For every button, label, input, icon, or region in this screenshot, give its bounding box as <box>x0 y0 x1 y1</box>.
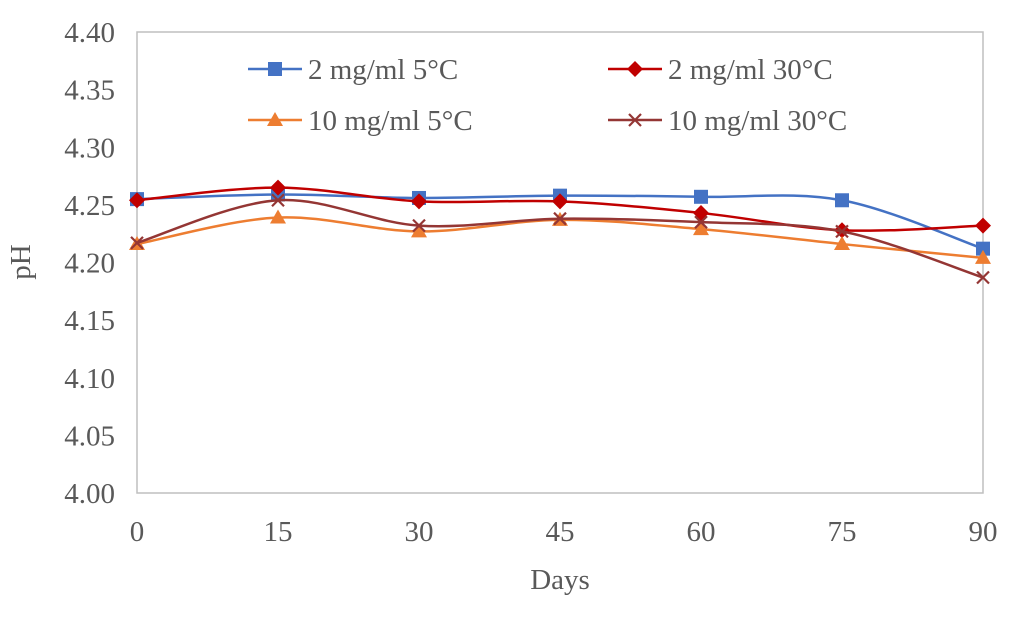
series-layer <box>129 179 991 285</box>
legend-marker <box>627 61 643 77</box>
data-point <box>976 241 990 256</box>
legend-item: 2 mg/ml 5°C <box>248 54 458 86</box>
data-point <box>271 193 285 208</box>
data-point <box>693 221 709 236</box>
data-point <box>694 189 708 204</box>
data-point <box>834 236 850 251</box>
x-tick-label: 90 <box>969 516 998 548</box>
legend-item: 10 mg/ml 30°C <box>608 105 847 137</box>
y-tick-label: 4.10 <box>64 363 115 395</box>
x-tick-label: 30 <box>405 516 434 548</box>
legend: 2 mg/ml 5°C 2 mg/ml 30°C 10 mg/ml 5°C 10 mg… <box>248 54 847 137</box>
y-tick-label: 4.00 <box>64 478 115 510</box>
y-tick-label: 4.25 <box>64 190 115 222</box>
y-tick-label: 4.05 <box>64 420 115 452</box>
data-point <box>411 223 427 238</box>
y-tick-label: 4.40 <box>64 17 115 49</box>
y-tick-label: 4.35 <box>64 75 115 107</box>
data-point <box>835 224 849 239</box>
legend-item: 10 mg/ml 5°C <box>248 105 473 137</box>
legend-item: 2 mg/ml 30°C <box>608 54 833 86</box>
y-tick-label: 4.30 <box>64 132 115 164</box>
data-point <box>975 249 991 264</box>
x-tick-label: 0 <box>130 516 145 548</box>
x-tick-label: 45 <box>546 516 575 548</box>
y-tick-label: 4.20 <box>64 248 115 280</box>
data-point <box>411 193 427 210</box>
data-point <box>975 217 991 234</box>
x-axis: 0 15 30 45 60 75 90 <box>130 516 998 548</box>
legend-label: 10 mg/ml 5°C <box>308 105 473 137</box>
data-point <box>552 193 568 210</box>
legend-marker <box>268 62 282 76</box>
data-point <box>976 270 990 285</box>
legend-label: 2 mg/ml 5°C <box>308 54 458 86</box>
legend-marker <box>628 113 642 127</box>
y-axis: 4.00 4.05 4.10 4.15 4.20 4.25 4.30 4.35 4.40 <box>64 17 115 510</box>
data-point <box>694 215 708 229</box>
y-axis-title: pH <box>5 244 37 280</box>
plot-area <box>136 31 984 494</box>
series-4 <box>130 193 990 285</box>
y-tick-label: 4.15 <box>64 305 115 337</box>
data-point <box>130 236 144 250</box>
data-point <box>129 192 145 209</box>
data-point <box>553 211 567 226</box>
x-tick-label: 75 <box>828 516 857 548</box>
legend-marker <box>267 112 283 126</box>
legend-label: 2 mg/ml 30°C <box>668 54 833 86</box>
data-point <box>270 179 286 196</box>
data-point <box>270 209 286 224</box>
x-tick-label: 60 <box>687 516 716 548</box>
legend-label: 10 mg/ml 30°C <box>668 105 847 137</box>
x-axis-title: Days <box>530 564 590 596</box>
x-tick-label: 15 <box>264 516 293 548</box>
data-point <box>412 218 426 233</box>
data-point <box>835 193 849 208</box>
